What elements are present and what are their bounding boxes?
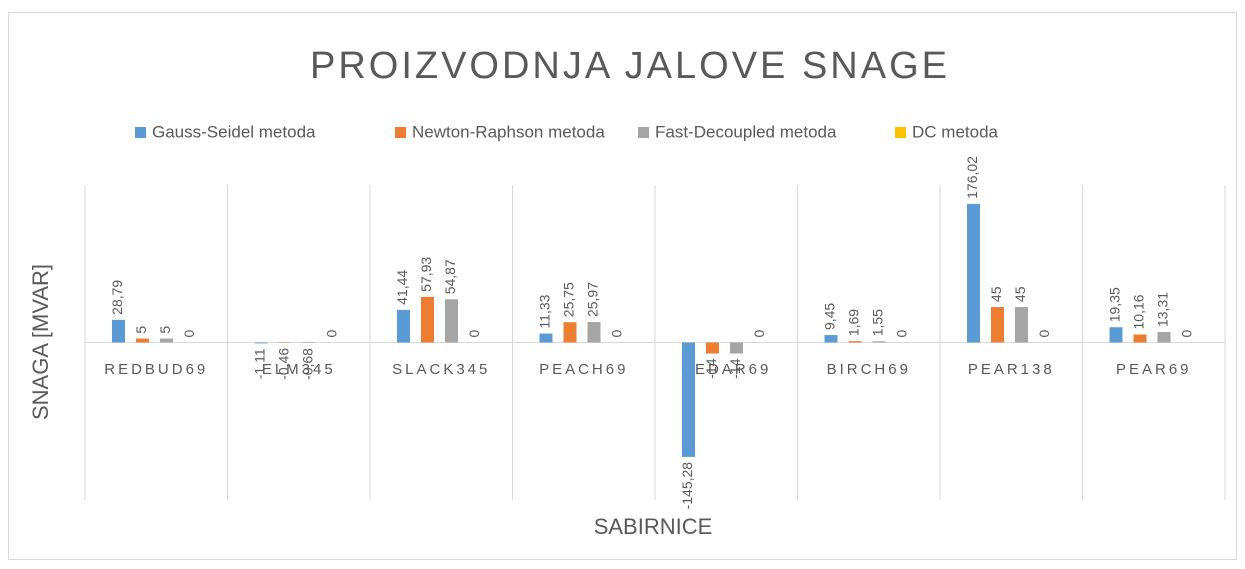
- data-label: 1,69: [846, 309, 862, 336]
- legend-swatch: [395, 127, 406, 138]
- data-label: 25,75: [561, 282, 577, 317]
- bar: [1109, 327, 1123, 343]
- bar: [967, 203, 980, 343]
- legend-label: Fast-Decoupled metoda: [655, 122, 837, 141]
- bar: [706, 342, 719, 354]
- data-label: 45: [1012, 286, 1028, 302]
- bar: [112, 319, 125, 343]
- data-label: 176,02: [964, 156, 980, 199]
- legend-swatch: [895, 127, 906, 138]
- data-label: -0,46: [276, 348, 292, 380]
- data-label: -14: [703, 358, 719, 378]
- bar: [421, 296, 434, 343]
- bar: [991, 307, 1004, 343]
- y-axis-label: SNAGA [MVAR]: [28, 264, 53, 420]
- data-label: -145,28: [679, 462, 695, 510]
- data-label: 0: [894, 330, 910, 338]
- legend-swatch: [638, 127, 649, 138]
- x-axis-label: SABIRNICE: [594, 514, 713, 539]
- legend-label: DC metoda: [912, 122, 999, 141]
- data-label: 41,44: [394, 270, 410, 305]
- chart-border: [8, 12, 1237, 560]
- bar: [1015, 307, 1028, 343]
- data-label: 9,45: [822, 303, 838, 330]
- bar: [136, 338, 149, 343]
- bar: [872, 341, 886, 343]
- data-label: 5: [133, 326, 149, 334]
- x-tick-label: PEAR69: [1116, 361, 1192, 378]
- x-tick-label: BIRCH69: [827, 361, 911, 378]
- data-label: 0: [324, 330, 340, 338]
- bar: [1133, 334, 1147, 343]
- bar: [587, 322, 601, 343]
- bar: [539, 333, 553, 343]
- x-tick-label: PEAR138: [968, 361, 1055, 378]
- chart-title: PROIZVODNJA JALOVE SNAGE: [310, 45, 950, 87]
- data-label: 19,35: [1107, 287, 1123, 322]
- bar: [160, 338, 173, 343]
- x-tick-label: CEDAR69: [681, 361, 771, 378]
- data-label: 10,16: [1131, 294, 1147, 329]
- data-label: 1,55: [870, 309, 886, 336]
- bar: [1157, 332, 1171, 343]
- data-label: 0: [181, 330, 197, 338]
- data-label: 28,79: [109, 280, 125, 315]
- data-label: 57,93: [418, 257, 434, 292]
- data-label: 54,87: [442, 259, 458, 294]
- bar: [254, 342, 268, 344]
- data-label: 45: [988, 286, 1004, 302]
- bar: [824, 335, 838, 343]
- legend-swatch: [135, 127, 146, 138]
- x-tick-label: PEACH69: [539, 361, 628, 378]
- bar: [397, 309, 410, 343]
- data-label: -1,11: [252, 348, 268, 379]
- data-label: 0: [466, 330, 482, 338]
- legend-label: Gauss-Seidel metoda: [152, 122, 316, 141]
- bar: [563, 322, 577, 343]
- x-tick-label: REDBUD69: [104, 361, 208, 378]
- data-label: 11,33: [537, 294, 553, 328]
- data-label: 13,31: [1155, 292, 1171, 327]
- x-tick-label: SLACK345: [392, 361, 490, 378]
- data-label: 0: [1179, 330, 1195, 338]
- data-label: -0,68: [300, 348, 316, 380]
- bar: [445, 299, 458, 343]
- data-label: -14: [727, 358, 743, 378]
- bar: [848, 341, 862, 343]
- data-label: 0: [1036, 330, 1052, 338]
- x-tick-label: ELM345: [262, 361, 336, 378]
- data-label: 0: [751, 330, 767, 338]
- bar: [682, 342, 695, 457]
- legend-label: Newton-Raphson metoda: [412, 122, 605, 141]
- data-label: 0: [609, 330, 625, 338]
- data-label: 25,97: [585, 282, 601, 317]
- bar: [730, 342, 743, 354]
- bar: [302, 342, 316, 344]
- data-label: 5: [157, 326, 173, 334]
